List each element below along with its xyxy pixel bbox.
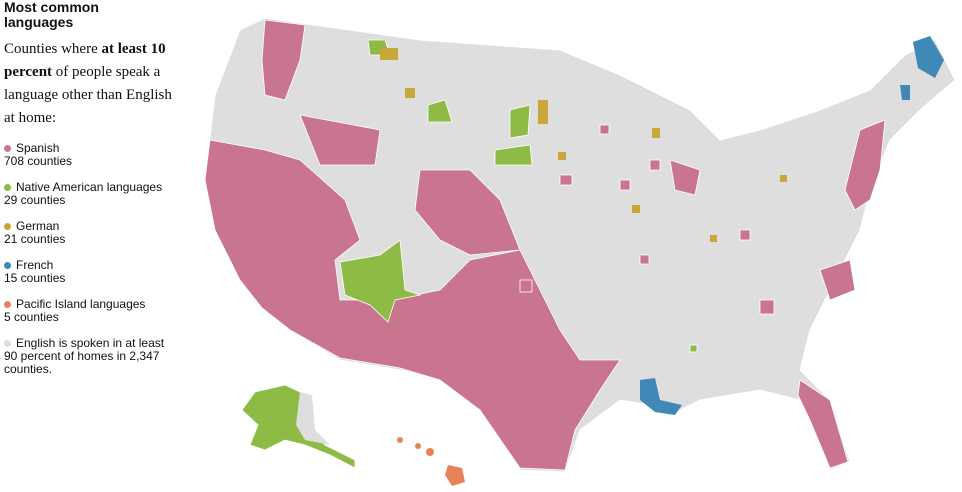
legend-swatch — [4, 184, 11, 191]
legend-count: 21 counties — [4, 232, 66, 246]
legend-swatch — [4, 223, 11, 230]
legend-item: English is spoken in at least 90 percent… — [4, 337, 172, 376]
german-regions — [380, 48, 787, 242]
legend: Most common languages Counties where at … — [4, 0, 172, 389]
legend-swatch — [4, 262, 11, 269]
legend-item: Pacific Island languages 5 counties — [4, 298, 172, 324]
legend-count: 29 counties — [4, 193, 66, 207]
legend-item: Native American languages 29 counties — [4, 181, 172, 207]
description-text: of people speak a language other than En… — [4, 64, 172, 126]
french-regions — [640, 36, 944, 415]
alaska-east — [296, 392, 330, 445]
legend-label: Native American languages — [16, 180, 163, 194]
title: Most common languages — [4, 0, 99, 30]
legend-item: Spanish 708 counties — [4, 142, 172, 168]
spanish-regions — [204, 19, 886, 471]
legend-items: Spanish 708 counties Native American langu… — [4, 142, 172, 376]
legend-label: French — [16, 258, 54, 272]
description: Counties where at least 10 percent of pe… — [4, 38, 172, 130]
hawaii — [397, 437, 465, 486]
legend-label: Pacific Island languages — [16, 297, 146, 311]
legend-label: English is spoken in at least 90 percent… — [4, 336, 165, 376]
legend-label: German — [16, 219, 60, 233]
legend-swatch — [4, 145, 11, 152]
description-bold: at least 10 percent — [4, 41, 166, 80]
native-american-regions — [339, 39, 698, 353]
legend-item: German 21 counties — [4, 220, 172, 246]
description-text: Counties where — [4, 41, 102, 57]
legend-swatch — [4, 340, 11, 347]
legend-label: Spanish — [16, 141, 60, 155]
legend-item: French 15 counties — [4, 259, 172, 285]
legend-swatch — [4, 301, 11, 308]
legend-count: 708 counties — [4, 154, 73, 168]
legend-count: 5 counties — [4, 310, 59, 324]
legend-count: 15 counties — [4, 271, 66, 285]
